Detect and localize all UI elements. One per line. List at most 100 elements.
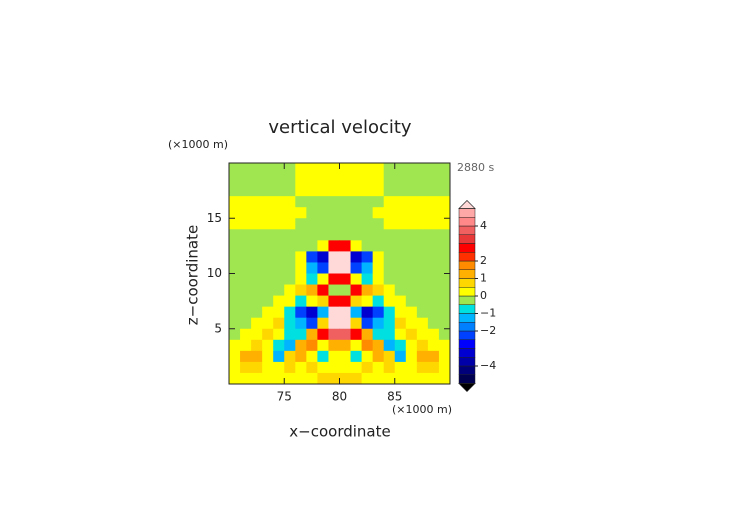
contour-cell [306,262,318,274]
contour-cell [361,163,374,175]
contour-cell [240,262,252,274]
colorbar-tick-label: 1 [480,272,487,285]
contour-cell [273,218,285,230]
contour-cell [416,306,429,319]
contour-cell [339,306,352,319]
contour-cell [317,240,329,252]
contour-cell [383,273,396,286]
contour-cell [328,284,340,297]
contour-cell [361,196,374,208]
contour-cell [328,207,340,219]
contour-cell [383,240,396,252]
contour-cell [361,185,374,197]
contour-cell [284,251,296,263]
contour-cell [361,317,374,330]
contour-cell [339,207,352,219]
contour-cell [295,273,307,286]
contour-cell [438,328,451,341]
contour-cell [273,262,285,274]
contour-cell [350,339,363,352]
contour-cell [317,196,329,208]
contour-cell [416,339,429,352]
contour-cell [394,328,407,341]
contour-cell [416,196,429,208]
contour-cell [350,251,363,263]
contour-cell [405,273,418,286]
contour-cell [383,196,396,208]
contour-cell [295,339,307,352]
contour-cell [416,251,429,263]
contour-cell [328,251,340,263]
contour-cell [284,328,296,341]
contour-cell [350,273,363,286]
contour-cell [262,350,274,363]
contour-cell [394,251,407,263]
contour-cell [240,273,252,286]
contour-cell [405,163,418,175]
contour-cell [394,218,407,230]
contour-cell [240,361,252,374]
contour-cell [438,251,451,263]
contour-cell [405,262,418,274]
contour-cell [295,295,307,308]
contour-cell [372,306,385,319]
contour-cell [306,174,318,186]
contour-cell [383,251,396,263]
contour-cell [361,218,374,230]
contour-cell [240,306,252,319]
contour-cell [361,273,374,286]
colorbar-segment [458,225,476,235]
contour-cell [383,350,396,363]
time-label: 2880 s [457,161,494,174]
contour-cell [405,372,418,385]
contour-cell [405,284,418,297]
contour-cell [427,339,440,352]
contour-cell [383,218,396,230]
contour-cell [438,306,451,319]
contour-cell [240,229,252,241]
contour-cell [251,218,263,230]
contour-cell [405,196,418,208]
colorbar-segment [458,278,476,288]
contour-cell [361,361,374,374]
contour-cell [427,240,440,252]
contour-cell [306,306,318,319]
contour-cell [339,361,352,374]
contour-cell [273,185,285,197]
contour-cell [273,174,285,186]
contour-cell [251,339,263,352]
contour-cell [262,317,274,330]
colorbar-segment [458,295,476,305]
contour-cell [295,196,307,208]
contour-cell [438,317,451,330]
contour-cell [350,372,363,385]
contour-cell [262,251,274,263]
contour-cell [262,240,274,252]
contour-cell [284,185,296,197]
contour-cell [438,185,451,197]
contour-cell [394,284,407,297]
contour-cell [251,196,263,208]
contour-cell [372,185,385,197]
contour-cell [383,372,396,385]
contour-cell [251,284,263,297]
contour-cell [306,328,318,341]
colorbar-tick-label: −2 [480,324,496,337]
contour-cell [339,174,352,186]
contour-cell [427,251,440,263]
contour-cell [240,251,252,263]
contour-cell [284,339,296,352]
contour-cell [273,339,285,352]
contour-cell [295,317,307,330]
contour-cell [394,339,407,352]
contour-cell [427,328,440,341]
contour-cell [273,284,285,297]
contour-cell [361,372,374,385]
contour-cell [339,273,352,286]
contour-cell [229,295,241,308]
contour-cell [295,284,307,297]
contour-cell [405,218,418,230]
contour-cell [306,350,318,363]
contour-cell [251,262,263,274]
